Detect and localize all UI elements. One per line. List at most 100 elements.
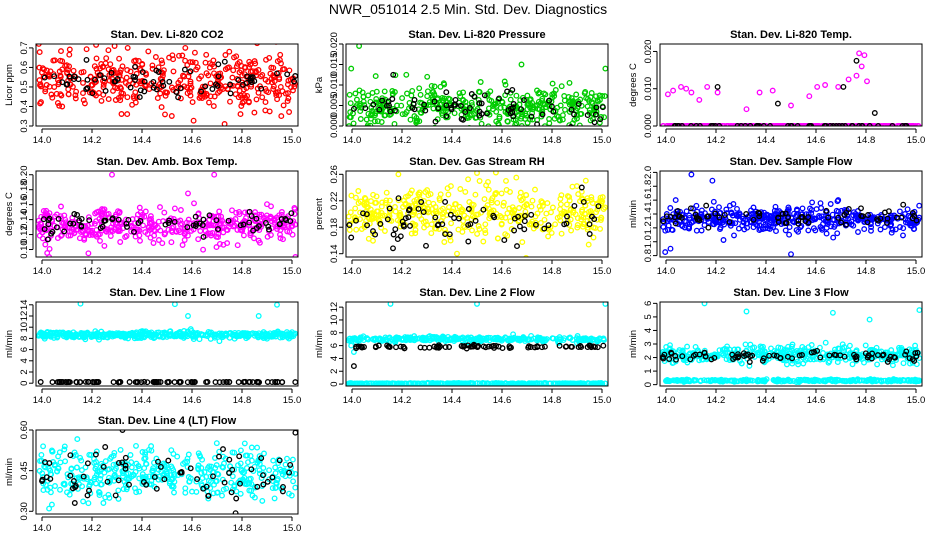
- x-tick-label: 14.2: [83, 395, 102, 406]
- data-point-main: [61, 212, 68, 219]
- data-point-main: [570, 209, 577, 216]
- data-point-reference: [242, 378, 249, 385]
- data-point-main: [42, 86, 49, 92]
- data-point-main: [146, 331, 153, 338]
- data-point-main: [254, 44, 260, 47]
- data-point-main: [383, 189, 390, 196]
- data-point-reference: [126, 379, 133, 385]
- data-point-main: [181, 237, 188, 243]
- y-tick-label: 0.22: [329, 192, 340, 211]
- data-point-reference: [284, 71, 291, 78]
- y-axis-label: degrees C: [4, 192, 15, 236]
- data-point-reference: [435, 221, 442, 228]
- data-point-reference: [423, 242, 429, 249]
- data-point-main: [900, 232, 906, 239]
- data-point-main: [66, 46, 73, 53]
- data-point-main: [476, 178, 483, 184]
- data-point-main: [167, 332, 174, 339]
- outlier-point-main: [688, 171, 695, 178]
- data-point-main: [356, 102, 363, 109]
- x-tick-label: 15.0: [593, 395, 612, 406]
- data-point-reference: [74, 211, 81, 218]
- data-point-reference: [37, 379, 44, 385]
- data-point-main: [152, 54, 159, 60]
- data-point-main: [736, 216, 743, 223]
- data-point-main: [395, 197, 402, 204]
- outlier-point-main: [182, 44, 189, 51]
- data-point-main: [38, 332, 45, 339]
- data-point-main: [601, 93, 608, 100]
- data-point-reference: [716, 214, 723, 221]
- data-point-main: [550, 335, 557, 342]
- data-point-main: [364, 122, 371, 126]
- data-point-reference: [353, 217, 359, 224]
- data-point-main: [516, 205, 523, 211]
- data-point-main: [70, 334, 77, 341]
- data-point-main: [58, 215, 65, 222]
- data-point-main: [105, 96, 112, 103]
- data-point-main: [123, 233, 130, 239]
- data-point-main: [129, 101, 136, 108]
- data-point-main: [230, 332, 237, 339]
- data-point-main: [807, 356, 814, 363]
- data-point-main: [107, 61, 114, 68]
- data-point-reference: [426, 344, 433, 351]
- data-point-main: [220, 241, 227, 248]
- data-point-main: [596, 97, 603, 103]
- data-point-main: [240, 232, 247, 239]
- data-point-main: [255, 67, 262, 73]
- data-point-reference: [117, 379, 124, 385]
- data-point-reference: [548, 103, 555, 110]
- outlier-point-main: [845, 76, 852, 83]
- data-point-reference: [599, 104, 606, 111]
- data-point-main: [495, 122, 502, 126]
- data-point-main: [483, 335, 490, 342]
- data-point-reference: [164, 379, 171, 386]
- outlier-point-main: [185, 313, 191, 319]
- data-point-main: [494, 199, 501, 206]
- data-point-reference: [49, 379, 56, 386]
- data-point-main: [116, 228, 123, 234]
- data-point-main: [207, 80, 214, 87]
- data-point-main: [588, 90, 595, 96]
- data-point-main: [529, 197, 536, 204]
- plot-frame: [659, 170, 923, 258]
- data-point-low: [833, 376, 840, 383]
- data-point-main: [788, 343, 795, 350]
- data-point-reference: [385, 98, 392, 105]
- data-point-main: [281, 66, 288, 73]
- data-point-main: [460, 218, 467, 224]
- data-point-reference: [534, 121, 541, 126]
- data-point-reference: [175, 94, 182, 101]
- y-tick-label: 0.7: [19, 41, 30, 54]
- data-point-main: [583, 95, 590, 102]
- data-point-reference: [482, 344, 489, 351]
- data-point-main: [571, 116, 578, 123]
- data-point-reference: [215, 226, 221, 233]
- data-point-main: [397, 223, 404, 230]
- data-point-main: [218, 217, 225, 224]
- data-point-main: [206, 99, 212, 106]
- data-point-main: [42, 88, 49, 95]
- data-point-main: [889, 226, 896, 233]
- data-point-main: [133, 94, 140, 101]
- y-axis-label: degrees C: [628, 63, 639, 107]
- data-point-main: [118, 111, 125, 117]
- data-point-low: [686, 378, 693, 385]
- data-point-reference: [435, 344, 442, 351]
- data-point-main: [729, 212, 736, 219]
- data-point-reference: [108, 69, 115, 76]
- outlier-point-main: [696, 96, 703, 103]
- data-point-main: [289, 222, 296, 229]
- outlier-point-main: [866, 316, 873, 323]
- data-point-main: [439, 110, 445, 117]
- plot-frame: [35, 43, 299, 127]
- data-point-reference: [478, 100, 485, 107]
- data-point-reference: [253, 225, 260, 231]
- x-tick-label: 14.0: [33, 135, 52, 146]
- data-point-main: [573, 183, 580, 190]
- data-point-main: [131, 335, 138, 342]
